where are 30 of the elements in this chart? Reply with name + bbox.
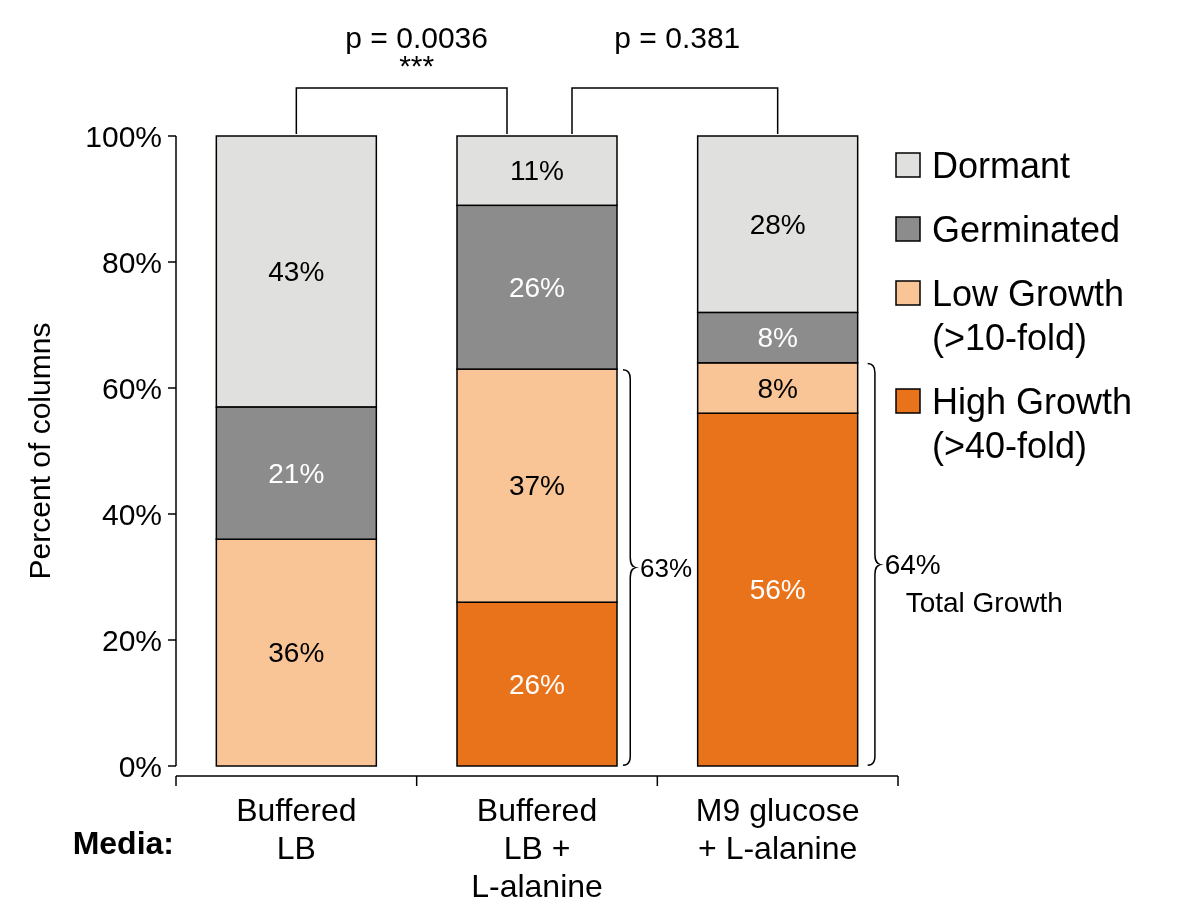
data-label: 11% <box>510 155 564 187</box>
data-label: 56% <box>749 574 806 606</box>
data-label: 36% <box>268 637 325 669</box>
y-tick-label: 0% <box>118 749 162 783</box>
x-tick-label: Buffered LB <box>236 792 357 866</box>
y-tick-label: 20% <box>101 623 162 657</box>
legend-label: Low Growth (>10-fold) <box>932 272 1125 358</box>
data-label: 28% <box>749 209 806 240</box>
text: Media: <box>72 825 174 861</box>
legend-label: Dormant <box>932 144 1071 186</box>
data-label: 8% <box>757 372 798 404</box>
y-tick-label: 100% <box>85 119 162 153</box>
data-label: 37% <box>508 470 566 502</box>
text: p = 0.381 <box>614 21 741 54</box>
data-label: 26% <box>508 668 566 700</box>
data-label: 21% <box>268 457 325 489</box>
text: Total Growth <box>905 587 1063 619</box>
legend-label: Germinated <box>932 208 1121 250</box>
data-label: 43% <box>268 256 325 288</box>
y-tick-label: 80% <box>101 245 162 279</box>
x-tick-label: M9 glucose + L-alanine <box>695 792 860 866</box>
y-axis-title: Percent of columns <box>23 322 56 580</box>
annotation: 64% <box>884 549 941 581</box>
y-tick-label: 60% <box>101 371 162 405</box>
y-tick-label: 40% <box>101 497 162 531</box>
data-label: 8% <box>757 322 798 354</box>
legend-label: High Growth (>40-fold) <box>932 380 1133 466</box>
annotation: 63% <box>640 552 693 583</box>
data-label: 26% <box>508 272 566 303</box>
x-tick-label: Buffered LB + L-alanine <box>471 792 603 904</box>
